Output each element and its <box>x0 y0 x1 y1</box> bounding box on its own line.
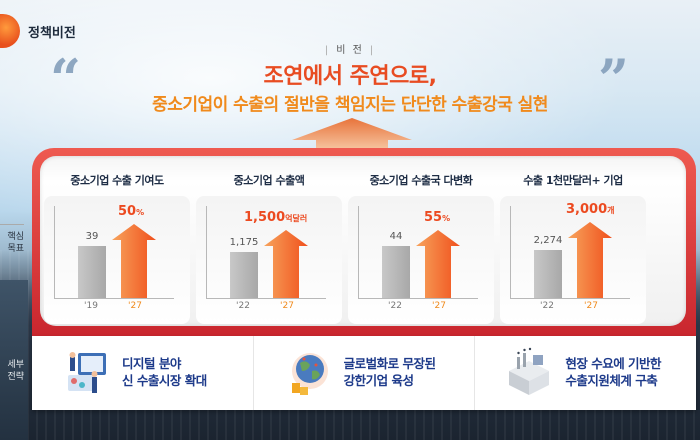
chart-export-diversification: 중소기업 수출국 다변화 44 55% '22 '27 <box>346 156 496 326</box>
target-arrow-icon <box>112 224 156 298</box>
strategy-digital: 디지털 분야 신 수출시장 확대 <box>32 336 254 410</box>
divider <box>0 224 24 225</box>
target-arrow-icon <box>416 230 460 298</box>
target-arrow-icon <box>264 230 308 298</box>
strategy-line1: 디지털 분야 <box>122 356 181 372</box>
logo-icon <box>0 14 20 48</box>
base-bar <box>78 246 106 298</box>
chart-10m-exporters: 수출 1천만달러+ 기업 2,274 3,000개 '22 '27 <box>498 156 648 326</box>
strategy-line2: 수출지원체계 구축 <box>565 373 658 388</box>
base-bar <box>534 250 562 298</box>
chart-export-amount: 중소기업 수출액 1,175 1,500억달러 '22 '27 <box>194 156 344 326</box>
brand: 정책비전 <box>0 14 76 48</box>
base-value: 44 <box>389 231 403 242</box>
x-tick: '27 <box>280 301 294 311</box>
strategy-line2: 신 수출시장 확대 <box>122 373 207 388</box>
vision-label: | 비 전 | <box>324 45 376 56</box>
x-tick: '27 <box>584 301 598 311</box>
x-tick: '22 <box>540 301 554 311</box>
strategies-panel: 디지털 분야 신 수출시장 확대 글로벌화로 무장된 강한기업 육성 <box>32 336 696 410</box>
globe-icon <box>291 353 328 395</box>
target-value: 1,500억달러 <box>244 210 308 225</box>
brand-title: 정책비전 <box>28 25 76 41</box>
vision-subheadline: 중소기업이 수출의 절반을 책임지는 단단한 수출강국 실현 <box>152 95 548 115</box>
x-tick: '27 <box>432 301 446 311</box>
strategy-support: 현장 수요에 기반한 수출지원체계 구축 <box>475 336 696 410</box>
chart-title: 중소기업 수출액 <box>233 174 305 187</box>
building-decoration <box>0 280 28 440</box>
strategy-line1: 현장 수요에 기반한 <box>565 356 662 372</box>
vision-headline: 조연에서 주연으로, <box>263 64 437 89</box>
factory-icon <box>509 347 550 395</box>
up-arrow-icon <box>292 118 412 150</box>
x-tick: '22 <box>236 301 250 311</box>
target-value: 3,000개 <box>566 202 615 217</box>
target-value: 50% <box>118 204 145 219</box>
side-tab-strategies[interactable]: 세부 전략 <box>7 360 24 382</box>
base-value: 2,274 <box>533 235 563 246</box>
base-value: 1,175 <box>229 237 259 248</box>
x-tick: '19 <box>84 301 98 311</box>
digital-market-icon <box>68 352 106 393</box>
target-arrow-icon <box>568 222 612 298</box>
strategy-line2: 강한기업 육성 <box>343 373 414 388</box>
x-tick: '22 <box>388 301 402 311</box>
base-bar <box>382 246 410 298</box>
core-goals-panel: 중소기업 수출 기여도 39 50% '19 '27 중소기업 수출액 1,17… <box>32 148 696 336</box>
chart-export-contribution: 중소기업 수출 기여도 39 50% '19 '27 <box>42 156 192 326</box>
open-quote-icon: “ <box>50 47 82 111</box>
target-value: 55% <box>424 210 451 225</box>
base-bar <box>230 252 258 298</box>
strategy-line1: 글로벌화로 무장된 <box>343 356 436 372</box>
close-quote-icon: ” <box>598 47 630 111</box>
strategy-global: 글로벌화로 무장된 강한기업 육성 <box>254 336 476 410</box>
chart-title: 수출 1천만달러+ 기업 <box>523 174 623 187</box>
x-tick: '27 <box>128 301 142 311</box>
side-tab-core-goals[interactable]: 핵심 목표 <box>7 232 24 254</box>
base-value: 39 <box>85 231 99 242</box>
chart-title: 중소기업 수출국 다변화 <box>369 174 473 187</box>
chart-title: 중소기업 수출 기여도 <box>70 174 164 187</box>
